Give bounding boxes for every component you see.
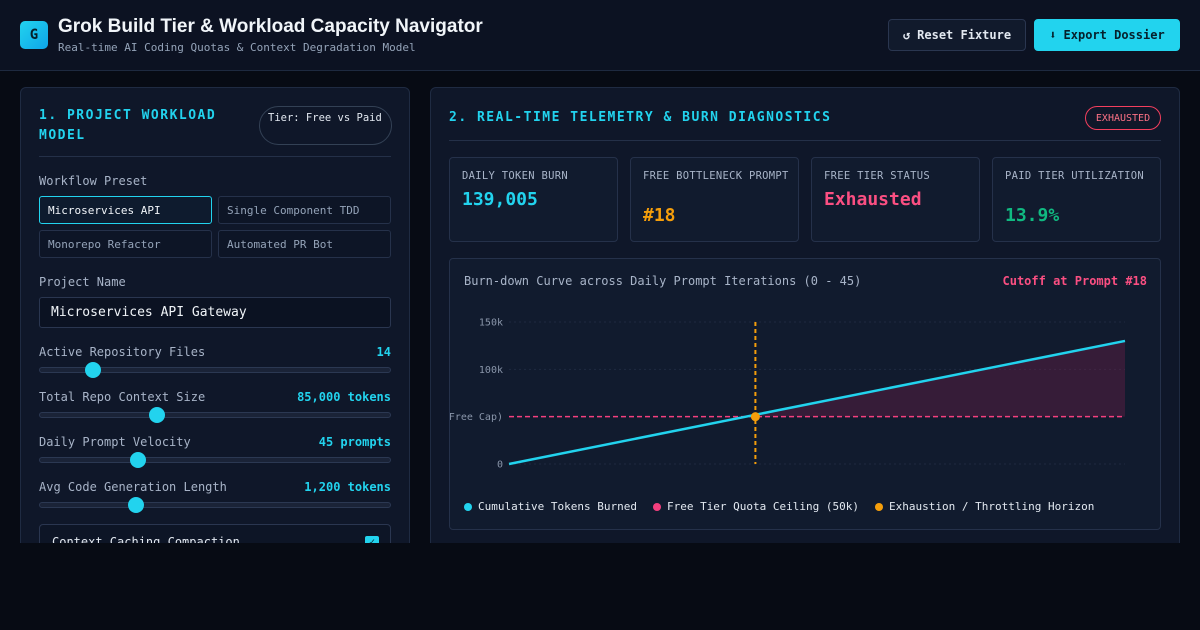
download-icon: ⬇ — [1049, 28, 1057, 42]
y-tick-label: 150k — [479, 318, 503, 329]
legend-item-tokens-burned: Cumulative Tokens Burned — [464, 500, 637, 513]
metric-value: #18 — [643, 205, 676, 226]
burn-down-chart: Burn-down Curve across Daily Prompt Iter… — [449, 258, 1161, 530]
section-title-workload: 1. PROJECT WORKLOAD MODEL — [39, 108, 217, 143]
metric-card-free-tier-status: FREE TIER STATUS Exhausted — [811, 157, 980, 242]
slider-value-repo-files: 14 — [376, 345, 391, 359]
section-divider — [39, 156, 391, 157]
slider-value-context-size: 85,000 tokens — [297, 390, 391, 404]
chart-title: Burn-down Curve across Daily Prompt Iter… — [464, 274, 862, 288]
legend-label: Exhaustion / Throttling Horizon — [889, 500, 1095, 513]
slider-thumb[interactable] — [149, 407, 166, 423]
preset-monorepo-refactor[interactable]: Monorepo Refactor — [39, 230, 212, 258]
slider-thumb[interactable] — [128, 497, 145, 513]
telemetry-panel: 2. REAL-TIME TELEMETRY & BURN DIAGNOSTIC… — [430, 87, 1180, 557]
reset-fixture-label: Reset Fixture — [917, 28, 1012, 42]
project-name-input[interactable] — [39, 297, 391, 328]
metric-value: 13.9% — [1005, 205, 1060, 226]
metric-value: 139,005 — [462, 189, 538, 210]
app-title: Grok Build Tier & Workload Capacity Navi… — [58, 16, 483, 37]
project-name-label: Project Name — [39, 275, 126, 289]
cumulative-tokens-line — [508, 339, 1126, 466]
metric-card-paid-utilization: PAID TIER UTILIZATION 13.9% — [992, 157, 1161, 242]
legend-swatch — [652, 502, 661, 511]
app-logo: G — [20, 21, 48, 49]
metric-card-daily-token-burn: DAILY TOKEN BURN 139,005 — [449, 157, 618, 242]
prompt-velocity-slider[interactable] — [39, 452, 391, 468]
page-background — [0, 543, 1200, 630]
metric-label: PAID TIER UTILIZATION — [1005, 170, 1145, 182]
slider-value-prompt-velocity: 45 prompts — [318, 435, 391, 449]
y-tick-label: 50k (Free Cap) — [450, 412, 503, 423]
reset-icon: ↺ — [902, 28, 911, 42]
chart-legend: Cumulative Tokens Burned Free Tier Quota… — [464, 500, 1094, 513]
metric-label: FREE TIER STATUS — [824, 170, 930, 182]
tier-pill[interactable]: Tier: Free vs Paid — [259, 106, 392, 145]
slider-label-generation-length: Avg Code Generation Length — [39, 480, 227, 494]
legend-label: Free Tier Quota Ceiling (50k) — [666, 500, 860, 513]
metric-value: Exhausted — [824, 189, 922, 210]
slider-label-repo-files: Active Repository Files — [39, 345, 206, 359]
legend-item-quota-ceiling: Free Tier Quota Ceiling (50k) — [652, 500, 860, 513]
slider-label-prompt-velocity: Daily Prompt Velocity — [39, 435, 191, 449]
metric-card-free-bottleneck: FREE BOTTLENECK PROMPT #18 — [630, 157, 799, 242]
status-badge: EXHAUSTED — [1085, 106, 1161, 130]
legend-item-exhaustion-horizon: Exhaustion / Throttling Horizon — [875, 500, 1094, 513]
legend-swatch — [464, 502, 472, 511]
slider-label-context-size: Total Repo Context Size — [39, 390, 206, 404]
slider-value-generation-length: 1,200 tokens — [304, 480, 391, 494]
metric-label: DAILY TOKEN BURN — [462, 170, 568, 182]
reset-fixture-button[interactable]: ↺ Reset Fixture — [888, 19, 1026, 51]
legend-swatch — [875, 502, 884, 511]
slider-thumb[interactable] — [130, 452, 146, 468]
generation-length-slider[interactable] — [39, 497, 391, 513]
preset-microservices-api[interactable]: Microservices API — [39, 196, 212, 224]
section-title-telemetry: 2. REAL-TIME TELEMETRY & BURN DIAGNOSTIC… — [449, 110, 832, 125]
project-workload-panel: 1. PROJECT WORKLOAD MODEL Tier: Free vs … — [20, 87, 410, 557]
workflow-preset-label: Workflow Preset — [39, 174, 148, 188]
y-tick-label: 100k — [479, 365, 503, 376]
repo-files-slider[interactable] — [39, 362, 391, 378]
legend-label: Cumulative Tokens Burned — [478, 500, 637, 513]
context-size-slider[interactable] — [39, 407, 391, 423]
chart-canvas: 0 50k (Free Cap) 100k 150k — [450, 318, 1126, 471]
metric-label: FREE BOTTLENECK PROMPT — [643, 170, 789, 182]
export-dossier-button[interactable]: ⬇ Export Dossier — [1034, 19, 1180, 51]
y-tick-label: 0 — [497, 460, 503, 471]
app-header: G Grok Build Tier & Workload Capacity Na… — [0, 0, 1200, 71]
export-dossier-label: Export Dossier — [1063, 28, 1165, 42]
preset-single-component-tdd[interactable]: Single Component TDD — [218, 196, 391, 224]
exhaustion-point — [750, 412, 760, 422]
slider-thumb[interactable] — [84, 362, 101, 378]
section-divider — [449, 140, 1161, 141]
app-subtitle: Real-time AI Coding Quotas & Context Deg… — [58, 41, 416, 54]
chart-cutoff-annotation: Cutoff at Prompt #18 — [1002, 274, 1148, 288]
preset-automated-pr-bot[interactable]: Automated PR Bot — [218, 230, 391, 258]
